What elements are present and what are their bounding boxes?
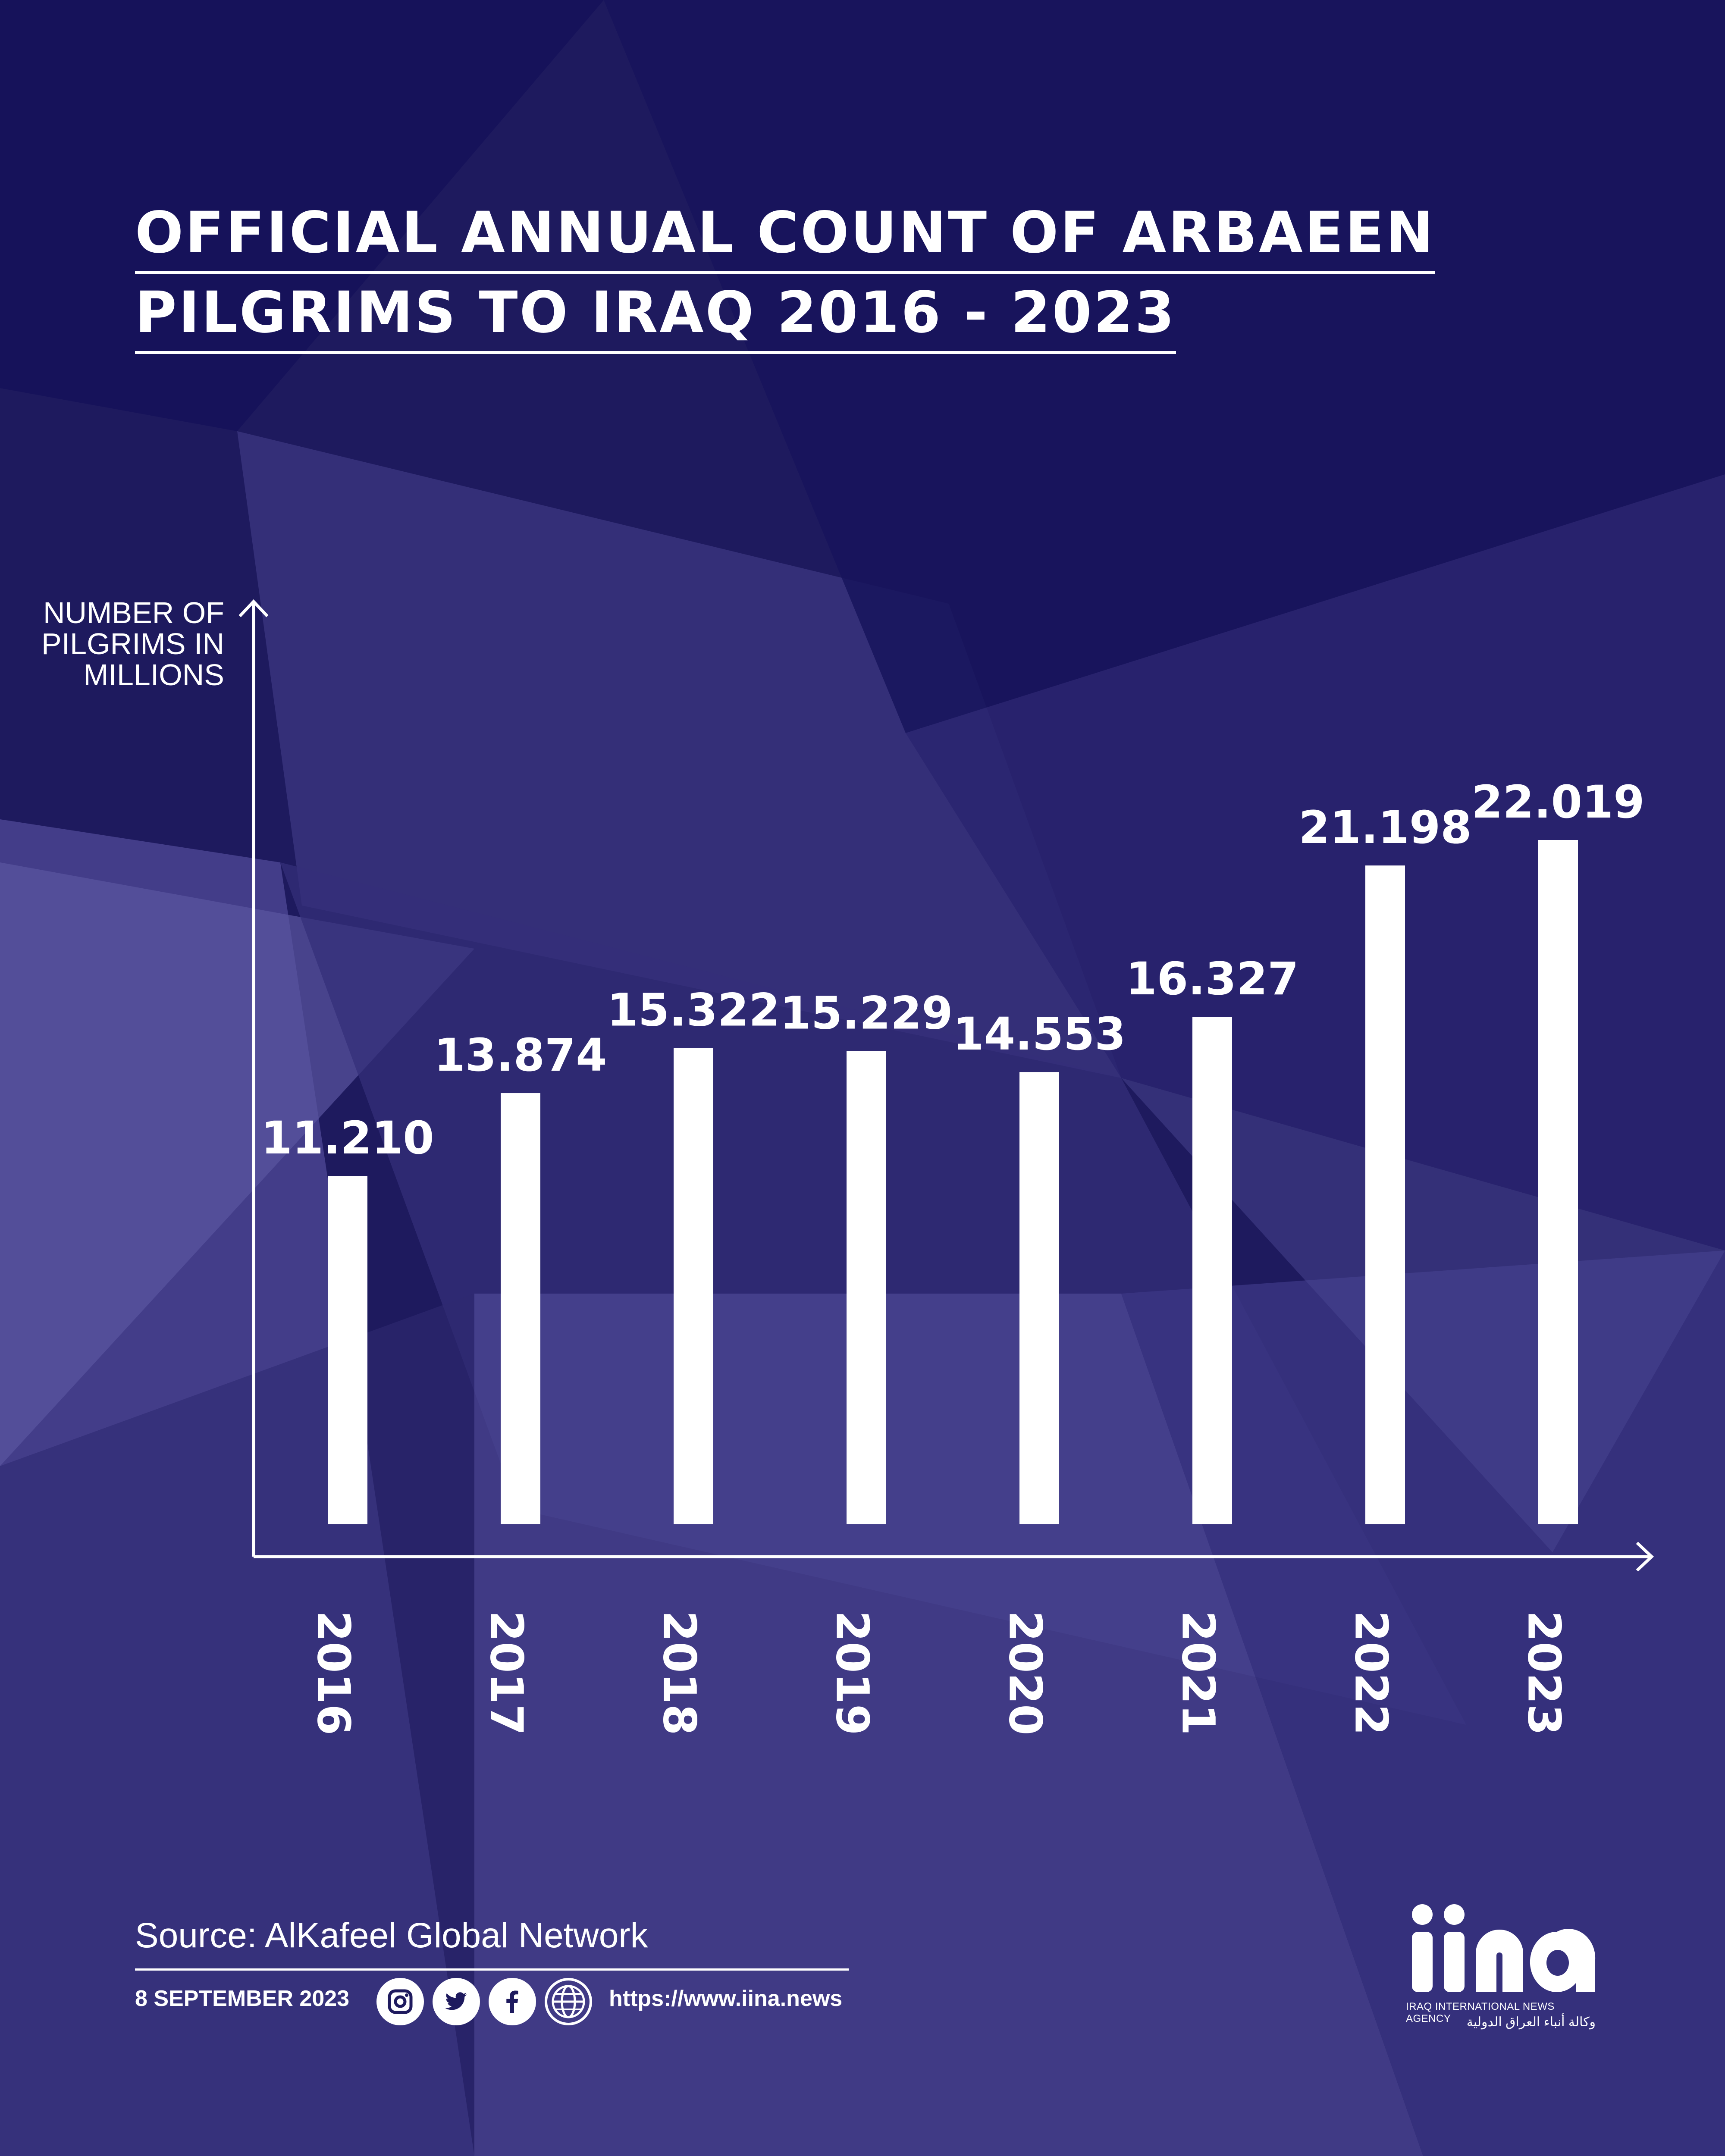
bar bbox=[501, 1093, 540, 1524]
y-axis-label: NUMBER OF PILGRIMS IN MILLIONS bbox=[17, 597, 224, 690]
y-axis-label-line: NUMBER OF bbox=[43, 596, 224, 630]
chart-title: OFFICIAL ANNUAL COUNT OF ARBAEEN PILGRIM… bbox=[135, 196, 1558, 356]
bars bbox=[328, 840, 1578, 1524]
data-label: 22.019 bbox=[1471, 776, 1644, 828]
x-tick-label: 2018 bbox=[653, 1611, 706, 1735]
twitter-icon[interactable] bbox=[433, 1978, 480, 2025]
x-tick-label: 2021 bbox=[1172, 1611, 1225, 1735]
data-label: 14.553 bbox=[953, 1008, 1126, 1060]
x-tick-label: 2020 bbox=[999, 1611, 1052, 1735]
x-tick-label: 2019 bbox=[826, 1611, 879, 1735]
bar bbox=[674, 1048, 713, 1524]
data-label: 11.210 bbox=[261, 1112, 434, 1164]
x-tick-label: 2016 bbox=[307, 1611, 360, 1735]
x-tick-label: 2023 bbox=[1518, 1611, 1571, 1735]
y-axis-label-line: MILLIONS bbox=[83, 658, 224, 692]
bar bbox=[328, 1176, 367, 1524]
x-axis-arrow bbox=[1636, 1542, 1654, 1572]
axes bbox=[238, 599, 1654, 1572]
instagram-icon[interactable] bbox=[376, 1978, 424, 2025]
bar bbox=[1192, 1017, 1232, 1524]
iina-logo bbox=[1412, 1904, 1596, 1992]
bar bbox=[1365, 865, 1405, 1524]
y-axis-arrow bbox=[238, 599, 269, 617]
data-label: 15.229 bbox=[780, 987, 953, 1039]
data-label: 21.198 bbox=[1298, 801, 1471, 854]
data-label: 13.874 bbox=[434, 1029, 607, 1081]
logo-arabic-text: وكالة أنباء العراق الدولية bbox=[1466, 2015, 1596, 2029]
website-link[interactable]: https://www.iina.news bbox=[609, 1986, 843, 2011]
source-divider bbox=[135, 1968, 849, 1971]
source-text: Source: AlKafeel Global Network bbox=[135, 1916, 648, 1955]
y-axis-label-line: PILGRIMS IN bbox=[41, 627, 224, 661]
bar bbox=[847, 1051, 886, 1524]
globe-icon[interactable] bbox=[545, 1978, 592, 2025]
chart-title-line-1: OFFICIAL ANNUAL COUNT OF ARBAEEN bbox=[135, 196, 1435, 274]
x-tick-label: 2017 bbox=[480, 1611, 533, 1735]
facebook-icon[interactable] bbox=[489, 1978, 536, 2025]
publish-date: 8 SEPTEMBER 2023 bbox=[135, 1986, 350, 2011]
x-tick-labels: 2016 2017 2018 2019 2020 2021 2022 2023 bbox=[307, 1611, 1571, 1735]
data-label: 16.327 bbox=[1126, 953, 1298, 1005]
data-label: 15.322 bbox=[607, 984, 780, 1037]
x-tick-label: 2022 bbox=[1345, 1611, 1398, 1735]
bar bbox=[1019, 1072, 1059, 1524]
chart-title-line-2: PILGRIMS TO IRAQ 2016 - 2023 bbox=[135, 276, 1176, 354]
bar bbox=[1538, 840, 1578, 1524]
logo-english-text: IRAQ INTERNATIONAL NEWS AGENCY bbox=[1406, 2001, 1555, 2024]
